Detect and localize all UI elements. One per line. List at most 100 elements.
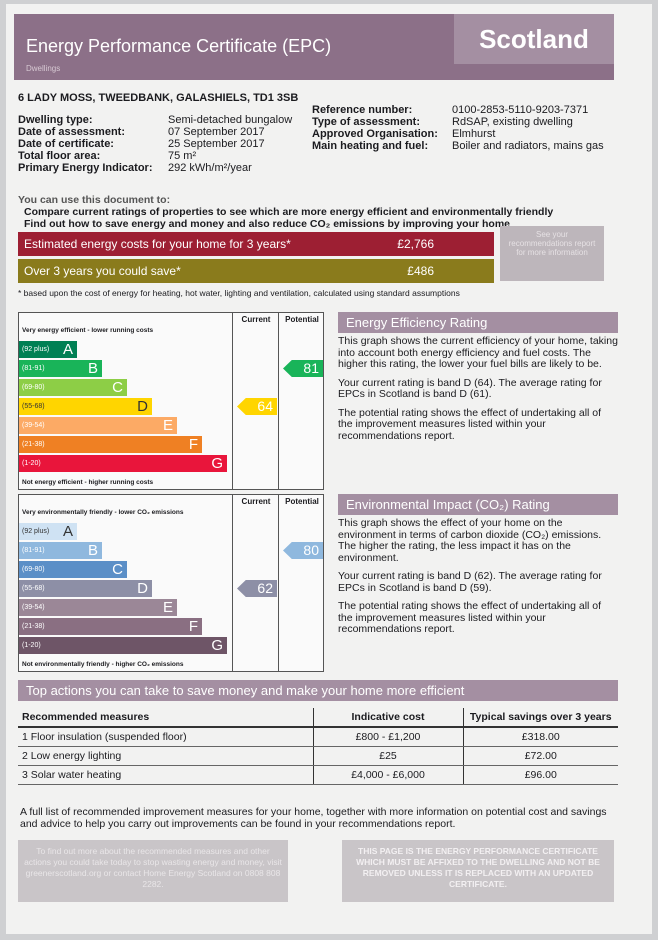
detail-label: Type of assessment:	[312, 116, 421, 128]
detail-label: Dwelling type:	[18, 114, 93, 126]
use-item: Find out how to save energy and money an…	[24, 218, 511, 230]
band-letter: B	[87, 542, 98, 559]
band-letter: G	[211, 455, 223, 472]
detail-label: Primary Energy Indicator:	[18, 162, 153, 174]
column-divider	[232, 495, 233, 671]
column-divider	[278, 313, 279, 489]
band: (39-54) E	[19, 599, 177, 616]
actions-table: Recommended measures Indicative cost Typic…	[18, 708, 618, 785]
detail-value: 75 m²	[168, 150, 197, 162]
band-range: (21-38)	[22, 441, 45, 448]
band: (69-80) C	[19, 379, 127, 396]
actions-title: Top actions you can take to save money a…	[18, 680, 618, 701]
header-row: Recommended measures Indicative cost Typic…	[18, 708, 618, 728]
detail-value: RdSAP, existing dwelling	[452, 116, 573, 128]
paragraph: The potential rating shows the effect of…	[338, 600, 602, 635]
band: (1-20) G	[19, 455, 227, 472]
detail-value: 292 kWh/m²/year	[168, 162, 252, 174]
cell: £318.00	[462, 727, 618, 747]
cell: £800 - £1,200	[312, 727, 463, 747]
band-range: (92 plus)	[22, 528, 50, 535]
header-bar: Energy Performance Certificate (EPC) Dwe…	[14, 14, 614, 80]
band-letter: A	[62, 523, 73, 540]
cell: £96.00	[462, 765, 618, 785]
band-range: (39-54)	[22, 422, 45, 429]
band-letter: F	[188, 436, 198, 453]
band-range: (69-80)	[22, 384, 45, 391]
band-range: (81-91)	[22, 547, 45, 554]
advice-box: To find out more about the recommended m…	[18, 840, 288, 902]
paragraph: This graph shows the current efficiency …	[338, 335, 618, 370]
cell: 1 Floor insulation (suspended floor)	[18, 727, 313, 747]
band: (1-20) G	[19, 637, 227, 654]
band-letter: C	[112, 379, 123, 396]
header-cell: Indicative cost	[312, 708, 463, 728]
band-letter: D	[137, 398, 148, 415]
detail-row: Type of assessment: RdSAP, existing dwell…	[312, 116, 612, 128]
cost-row: Over 3 years you could save* £486	[18, 259, 494, 283]
paragraph: The potential rating shows the effect of…	[338, 406, 602, 442]
cell: £25	[312, 746, 463, 766]
band-letter: B	[87, 360, 98, 377]
band: (69-80) C	[19, 561, 127, 578]
measure-row: 3 Solar water heating £4,000 - £6,000 £96.…	[18, 765, 618, 785]
cost-row: Estimated energy costs for your home for…	[18, 232, 494, 256]
column-header: Potential	[285, 315, 319, 324]
paragraph: Your current rating is band D (64). The …	[338, 376, 602, 400]
footnote: * based upon the cost of energy for heat…	[18, 288, 460, 298]
band-range: (55-68)	[22, 585, 45, 592]
band-letter: A	[62, 341, 73, 358]
column-header: Potential	[285, 497, 319, 506]
detail-row: Date of assessment: 07 September 2017	[18, 126, 308, 138]
title: Energy Performance Certificate (EPC)	[26, 36, 332, 56]
band: (55-68) D	[19, 580, 152, 597]
band: (39-54) E	[19, 417, 177, 434]
measure-row: 1 Floor insulation (suspended floor) £800…	[18, 727, 618, 747]
detail-label: Total floor area:	[18, 150, 101, 162]
bottom-label: Not energy efficient - higher running co…	[22, 479, 154, 486]
section-title: Environmental Impact (CO₂) Rating	[338, 494, 618, 515]
rating-arrow: 81	[283, 360, 323, 377]
top-label: Very energy efficient - lower running co…	[22, 327, 154, 334]
cell: 3 Solar water heating	[18, 765, 313, 785]
detail-value: Boiler and radiators, mains gas	[452, 140, 604, 152]
reference: Reference number: 0100-2853-5110-9203-737…	[312, 104, 612, 152]
band-letter: D	[137, 580, 148, 597]
notice-box: THIS PAGE IS THE ENERGY PERFORMANCE CERT…	[342, 840, 614, 902]
country: Scotland	[454, 14, 614, 64]
bottom-label: Not environmentally friendly - higher CO…	[22, 661, 184, 668]
band: (55-68) D	[19, 398, 152, 415]
cell: 2 Low energy lighting	[18, 746, 313, 766]
cell: £4,000 - £6,000	[312, 765, 463, 785]
header-cell: Recommended measures	[18, 708, 313, 728]
top-label: Very environmentally friendly - lower CO…	[22, 509, 184, 516]
detail-row: Reference number: 0100-2853-5110-9203-737…	[312, 104, 612, 116]
cost-value: £486	[407, 264, 434, 278]
explanation: This graph shows the effect of your home…	[338, 517, 618, 643]
band-range: (92 plus)	[22, 346, 50, 353]
costs: Estimated energy costs for your home for…	[18, 232, 494, 283]
use-item: Compare current ratings of properties to…	[24, 206, 554, 218]
detail-value: 07 September 2017	[168, 126, 265, 138]
rating-arrow: 62	[237, 580, 277, 597]
column-divider	[232, 313, 233, 489]
detail-row: Approved Organisation: Elmhurst	[312, 128, 612, 140]
rating-arrow: 64	[237, 398, 277, 415]
header-cell: Typical savings over 3 years	[462, 708, 618, 728]
detail-label: Approved Organisation:	[312, 128, 438, 140]
certificate: Energy Performance Certificate (EPC) Dwe…	[6, 4, 652, 934]
cost-label: Estimated energy costs for your home for…	[24, 237, 291, 251]
cost-value: £2,766	[397, 237, 434, 251]
rating-frame: Current Potential Very energy efficient - …	[18, 312, 324, 490]
band: (81-91) B	[19, 360, 102, 377]
environmental-rating: Current Potential Very environmentally fri…	[18, 494, 618, 672]
actions-note: A full list of recommended improvement m…	[20, 806, 607, 830]
band-range: (21-38)	[22, 623, 45, 630]
detail-label: Date of assessment:	[18, 126, 125, 138]
explanation: This graph shows the current efficiency …	[338, 335, 618, 449]
column-divider	[278, 495, 279, 671]
paragraph: This graph shows the effect of your home…	[338, 517, 602, 564]
detail-row: Main heating and fuel: Boiler and radiato…	[312, 140, 612, 152]
detail-row: Total floor area: 75 m²	[18, 150, 308, 162]
